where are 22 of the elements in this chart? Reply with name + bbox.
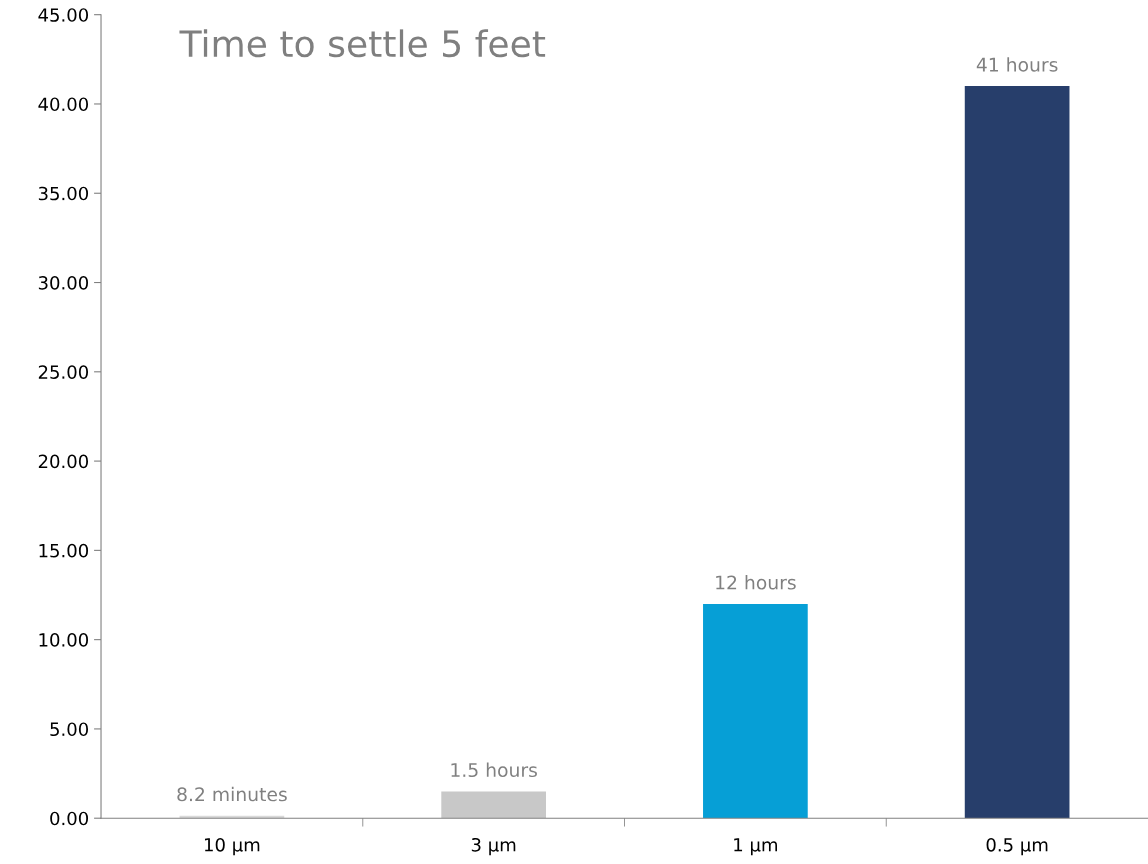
chart-title: Time to settle 5 feet xyxy=(179,29,546,58)
annotation: 12 hours xyxy=(716,575,796,590)
bar xyxy=(703,603,808,819)
x-tick-label: 0.5 µm xyxy=(986,837,1048,856)
y-tick-label: 0.00 xyxy=(50,811,89,826)
y-tick-label: 15.00 xyxy=(39,543,89,558)
x-tick-label: 3 µm xyxy=(471,837,516,856)
y-tick-label: 25.00 xyxy=(38,365,89,379)
annotation: 41 hours xyxy=(976,57,1058,72)
y-tick-label: 45.00 xyxy=(38,8,89,22)
annotation: 1.5 hours xyxy=(451,762,537,778)
bar xyxy=(964,86,1070,819)
x-tick-label: 10 µm xyxy=(204,837,260,856)
annotation: 8.2 minutes xyxy=(177,786,287,802)
y-tick-label: 35.00 xyxy=(38,186,89,201)
y-tick-label: 20.00 xyxy=(38,454,89,469)
y-tick-label: 5.00 xyxy=(50,722,89,737)
y-tick-label: 40.00 xyxy=(38,97,89,112)
y-tick-label: 30.00 xyxy=(38,275,89,290)
bar xyxy=(441,791,546,819)
x-tick-label: 1 µm xyxy=(734,838,777,856)
y-tick-label: 10.00 xyxy=(39,633,89,647)
